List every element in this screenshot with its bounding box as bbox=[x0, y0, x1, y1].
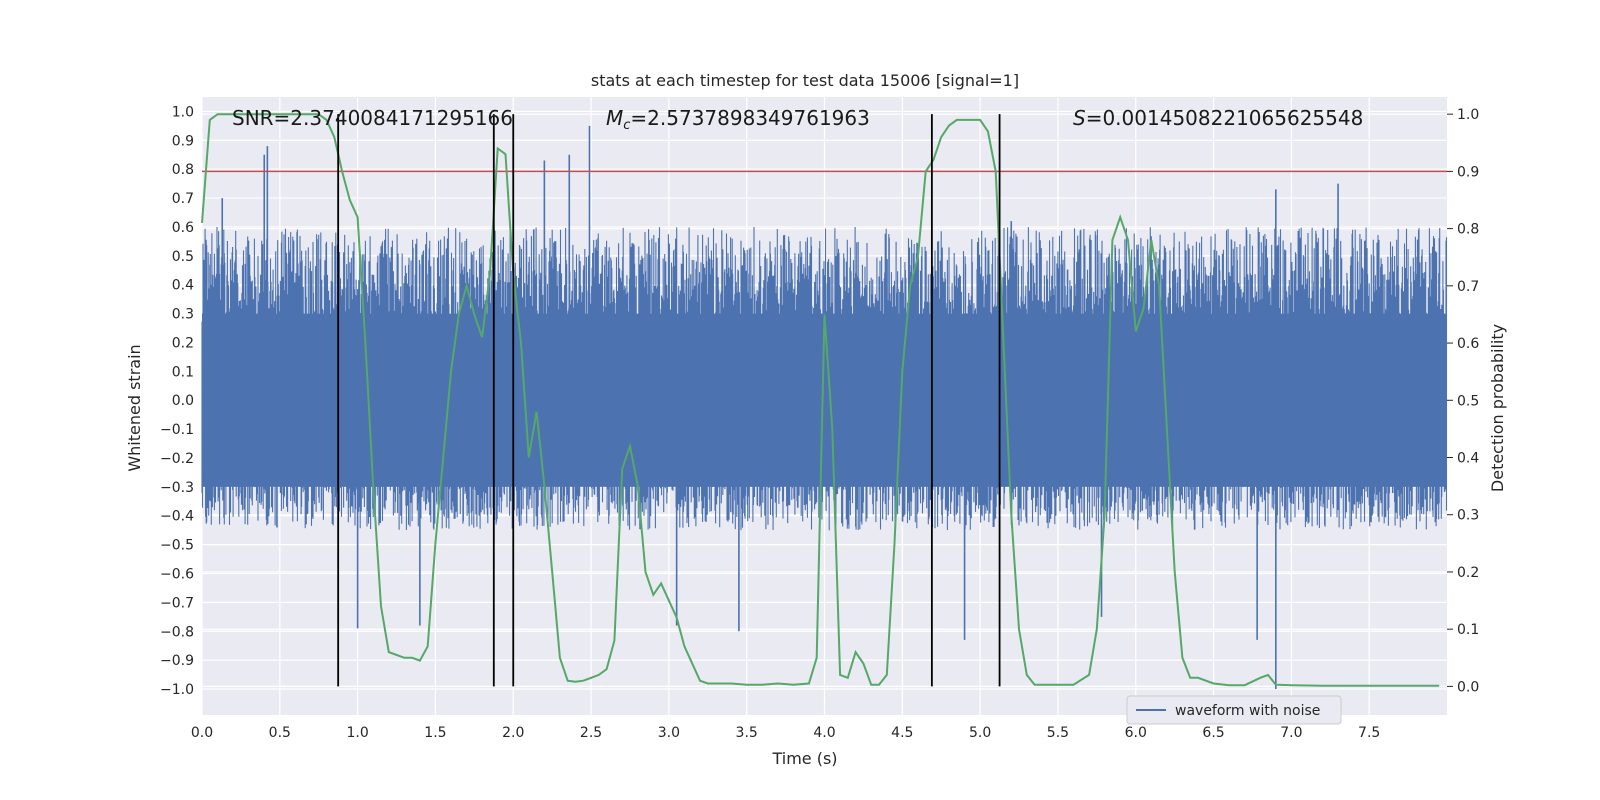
legend: waveform with noise bbox=[1126, 695, 1342, 725]
x-tick-label: 1.0 bbox=[346, 725, 368, 741]
x-tick-label: 5.5 bbox=[1047, 725, 1069, 741]
x-tick-label: 5.0 bbox=[969, 725, 991, 741]
left-y-tick-label: 0.9 bbox=[172, 133, 194, 149]
s-symbol: S bbox=[1073, 106, 1086, 130]
detection-probability-line bbox=[201, 113, 1440, 687]
x-tick-label: 3.0 bbox=[658, 725, 680, 741]
left-y-tick-label: −0.9 bbox=[160, 653, 194, 669]
x-tick-label: 0.5 bbox=[269, 725, 291, 741]
x-tick-label: 4.5 bbox=[891, 725, 913, 741]
right-y-tick-label: 1.0 bbox=[1457, 107, 1479, 123]
x-tick-label: 6.5 bbox=[1202, 725, 1224, 741]
x-axis-label: Time (s) bbox=[771, 749, 837, 768]
right-y-tick-labels: 1.0 0.9 0.8 0.7 0.6 0.5 0.4 0.3 0.2 0.1 0.0 bbox=[1447, 107, 1479, 695]
right-y-tick-label: 0.2 bbox=[1457, 565, 1479, 581]
right-y-tick-label: 0.6 bbox=[1457, 336, 1479, 352]
x-tick-label: 1.5 bbox=[424, 725, 446, 741]
legend-box bbox=[1126, 695, 1342, 725]
mc-subscript: c bbox=[623, 118, 630, 133]
left-y-tick-label: 0.2 bbox=[172, 335, 194, 351]
left-y-tick-label: −0.1 bbox=[160, 422, 194, 438]
snr-annotation: SNR=2.374008417129516​6 bbox=[232, 106, 513, 130]
left-y-tick-label: 1.0 bbox=[172, 104, 194, 120]
chirp-mass-annotation: Mc=2.5737898349761963 bbox=[606, 106, 870, 133]
chart-title: stats at each timestep for test data 150… bbox=[591, 71, 1019, 90]
left-y-tick-label: 0.3 bbox=[172, 307, 194, 323]
mc-symbol: M bbox=[606, 106, 623, 130]
right-y-tick-label: 0.9 bbox=[1457, 164, 1479, 180]
waveform-line bbox=[201, 227, 1448, 531]
x-tick-label: 7.0 bbox=[1280, 725, 1302, 741]
legend-label: waveform with noise bbox=[1175, 703, 1320, 719]
left-y-tick-label: −0.7 bbox=[160, 595, 194, 611]
left-y-tick-label: 0.1 bbox=[172, 364, 194, 380]
x-tick-label: 2.0 bbox=[502, 725, 524, 741]
right-y-tick-label: 0.7 bbox=[1457, 279, 1479, 295]
s-annotation: S=0.00145082210656255​48 bbox=[1073, 106, 1363, 130]
left-y-tick-label: 0.4 bbox=[172, 278, 194, 294]
x-tick-label: 7.5 bbox=[1358, 725, 1380, 741]
left-y-tick-label: −0.4 bbox=[160, 509, 194, 525]
left-y-tick-label: 0.8 bbox=[172, 162, 194, 178]
left-y-tick-label: 0.6 bbox=[172, 220, 194, 236]
right-y-tick-label: 0.4 bbox=[1457, 451, 1479, 467]
right-y-tick-label: 0.5 bbox=[1457, 393, 1479, 409]
right-y-tick-label: 0.1 bbox=[1457, 622, 1479, 638]
x-tick-label: 3.5 bbox=[736, 725, 758, 741]
x-tick-label: 0.0 bbox=[191, 725, 213, 741]
x-tick-label: 4.0 bbox=[813, 725, 835, 741]
right-y-axis-label: Detection probability bbox=[1488, 324, 1507, 492]
x-tick-label: 6.0 bbox=[1125, 725, 1147, 741]
right-y-tick-label: 0.0 bbox=[1457, 679, 1479, 695]
left-y-tick-labels: 1.0 0.9 0.8 0.7 0.6 0.5 0.4 0.3 0.2 0.1 0.0 −0.1 −0.… bbox=[160, 104, 194, 698]
left-y-axis-label: Whitened strain bbox=[125, 344, 144, 471]
right-y-tick-label: 0.3 bbox=[1457, 508, 1479, 524]
event-vertical-lines bbox=[337, 114, 1001, 687]
right-y-tick-label: 0.8 bbox=[1457, 222, 1479, 238]
mc-value: =2.5737898349761963 bbox=[630, 106, 869, 130]
probability-layer bbox=[201, 113, 1440, 687]
x-tick-label: 2.5 bbox=[580, 725, 602, 741]
left-y-tick-label: 0.0 bbox=[172, 393, 194, 409]
left-y-tick-label: −0.2 bbox=[160, 451, 194, 467]
x-tick-labels: 0.0 0.5 1.0 1.5 2.0 2.5 3.0 3.5 4.0 4.5 5.0 5.5 6.0 6… bbox=[191, 725, 1380, 741]
left-y-tick-label: −0.5 bbox=[160, 538, 194, 554]
left-y-tick-label: −0.6 bbox=[160, 566, 194, 582]
left-y-tick-label: 0.5 bbox=[172, 249, 194, 265]
s-value: =0.00145082210656255​48 bbox=[1086, 106, 1364, 130]
left-y-tick-label: −0.3 bbox=[160, 480, 194, 496]
left-y-tick-label: 0.7 bbox=[172, 191, 194, 207]
left-y-tick-label: −1.0 bbox=[160, 682, 194, 698]
left-y-tick-label: −0.8 bbox=[160, 624, 194, 640]
